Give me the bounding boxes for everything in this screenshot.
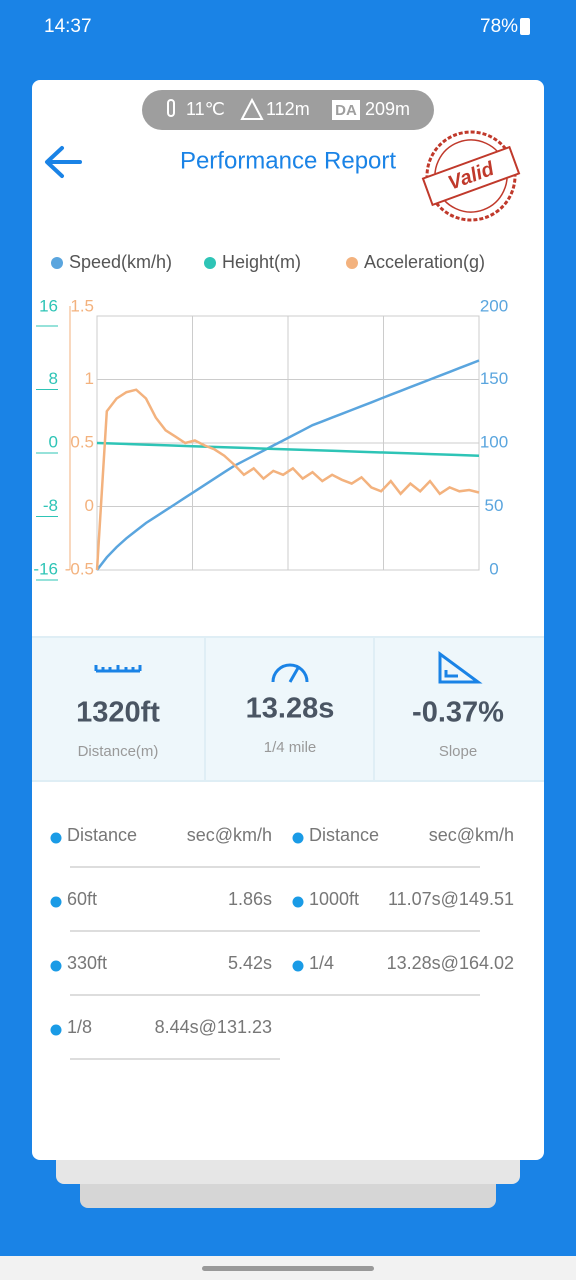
mountain-icon bbox=[240, 97, 264, 120]
y3-tick-label: 0.5 bbox=[70, 432, 94, 451]
row-dot bbox=[50, 1024, 62, 1036]
y2-tick-label: 100 bbox=[480, 432, 508, 451]
row-value: 13.28s@164.02 bbox=[387, 953, 514, 973]
legend-swatch bbox=[204, 257, 216, 269]
row-name: 330ft bbox=[67, 953, 107, 973]
y-tick-label: -8 bbox=[43, 496, 58, 515]
battery-icon bbox=[520, 18, 530, 35]
row-name: 1/8 bbox=[67, 1017, 92, 1037]
title: Performance Report bbox=[180, 147, 396, 174]
row-name: Distance bbox=[309, 825, 379, 845]
y-tick-label: 8 bbox=[49, 369, 58, 388]
row-name: Distance bbox=[67, 825, 137, 845]
y3-tick-label: 0 bbox=[85, 496, 94, 515]
legend-label: Speed(km/h) bbox=[69, 252, 172, 272]
row-value: 11.07s@149.51 bbox=[388, 889, 514, 909]
y2-tick-label: 50 bbox=[485, 496, 504, 515]
row-value: 8.44s@131.23 bbox=[155, 1017, 272, 1037]
series-line bbox=[96, 359, 480, 571]
legend-label: Acceleration(g) bbox=[364, 252, 485, 272]
da-badge bbox=[332, 100, 360, 120]
row-name: 1000ft bbox=[309, 889, 359, 909]
row-dot bbox=[292, 896, 304, 908]
legend-swatch bbox=[346, 257, 358, 269]
stat-label: Slope bbox=[439, 743, 477, 760]
legend-label: Height(m) bbox=[222, 252, 301, 272]
y3-tick-label: 1 bbox=[85, 369, 94, 388]
y2-tick-label: 150 bbox=[480, 369, 508, 388]
row-dot bbox=[50, 896, 62, 908]
stat-value: 13.28s bbox=[246, 693, 335, 725]
conditions-pill bbox=[142, 90, 434, 130]
y-tick-label: -16 bbox=[33, 559, 58, 578]
stat-value: 1320ft bbox=[76, 697, 160, 729]
y-tick-label: 0 bbox=[49, 432, 58, 451]
battery: 78% bbox=[480, 16, 518, 37]
altitude: 112m bbox=[266, 99, 310, 119]
row-dot bbox=[50, 832, 62, 844]
y2-tick-label: 200 bbox=[480, 296, 508, 315]
row-value: sec@km/h bbox=[187, 825, 272, 845]
stamp-band bbox=[421, 145, 521, 207]
y-tick-label: 16 bbox=[39, 296, 58, 315]
density-altitude: 209m bbox=[365, 99, 410, 119]
stats-panel bbox=[32, 637, 544, 781]
row-value: 1.86s bbox=[228, 889, 272, 909]
row-name: 60ft bbox=[67, 889, 97, 909]
series-line bbox=[95, 388, 480, 571]
stat-value: -0.37% bbox=[412, 697, 504, 729]
y3-tick-label: 1.5 bbox=[70, 296, 94, 315]
row-name: 1/4 bbox=[309, 953, 334, 973]
clock: 14:37 bbox=[44, 16, 92, 37]
da-label: DA bbox=[335, 102, 357, 119]
y3-tick-label: -0.5 bbox=[65, 559, 94, 578]
stat-label: Distance(m) bbox=[78, 743, 159, 760]
temperature: 11℃ bbox=[186, 99, 225, 119]
legend-swatch bbox=[51, 257, 63, 269]
y2-tick-label: 0 bbox=[489, 559, 498, 578]
row-value: 5.42s bbox=[228, 953, 272, 973]
back-button[interactable] bbox=[45, 146, 82, 178]
card bbox=[32, 80, 544, 1160]
row-value: sec@km/h bbox=[429, 825, 514, 845]
ruler-icon bbox=[94, 665, 142, 673]
gauge-icon bbox=[271, 663, 309, 683]
thermometer-icon bbox=[167, 99, 175, 117]
stat-label: 1/4 mile bbox=[264, 739, 317, 756]
row-dot bbox=[292, 960, 304, 972]
series-line bbox=[96, 441, 480, 457]
row-dot bbox=[50, 960, 62, 972]
slope-icon bbox=[438, 651, 483, 684]
home-handle[interactable] bbox=[202, 1266, 374, 1271]
row-dot bbox=[292, 832, 304, 844]
